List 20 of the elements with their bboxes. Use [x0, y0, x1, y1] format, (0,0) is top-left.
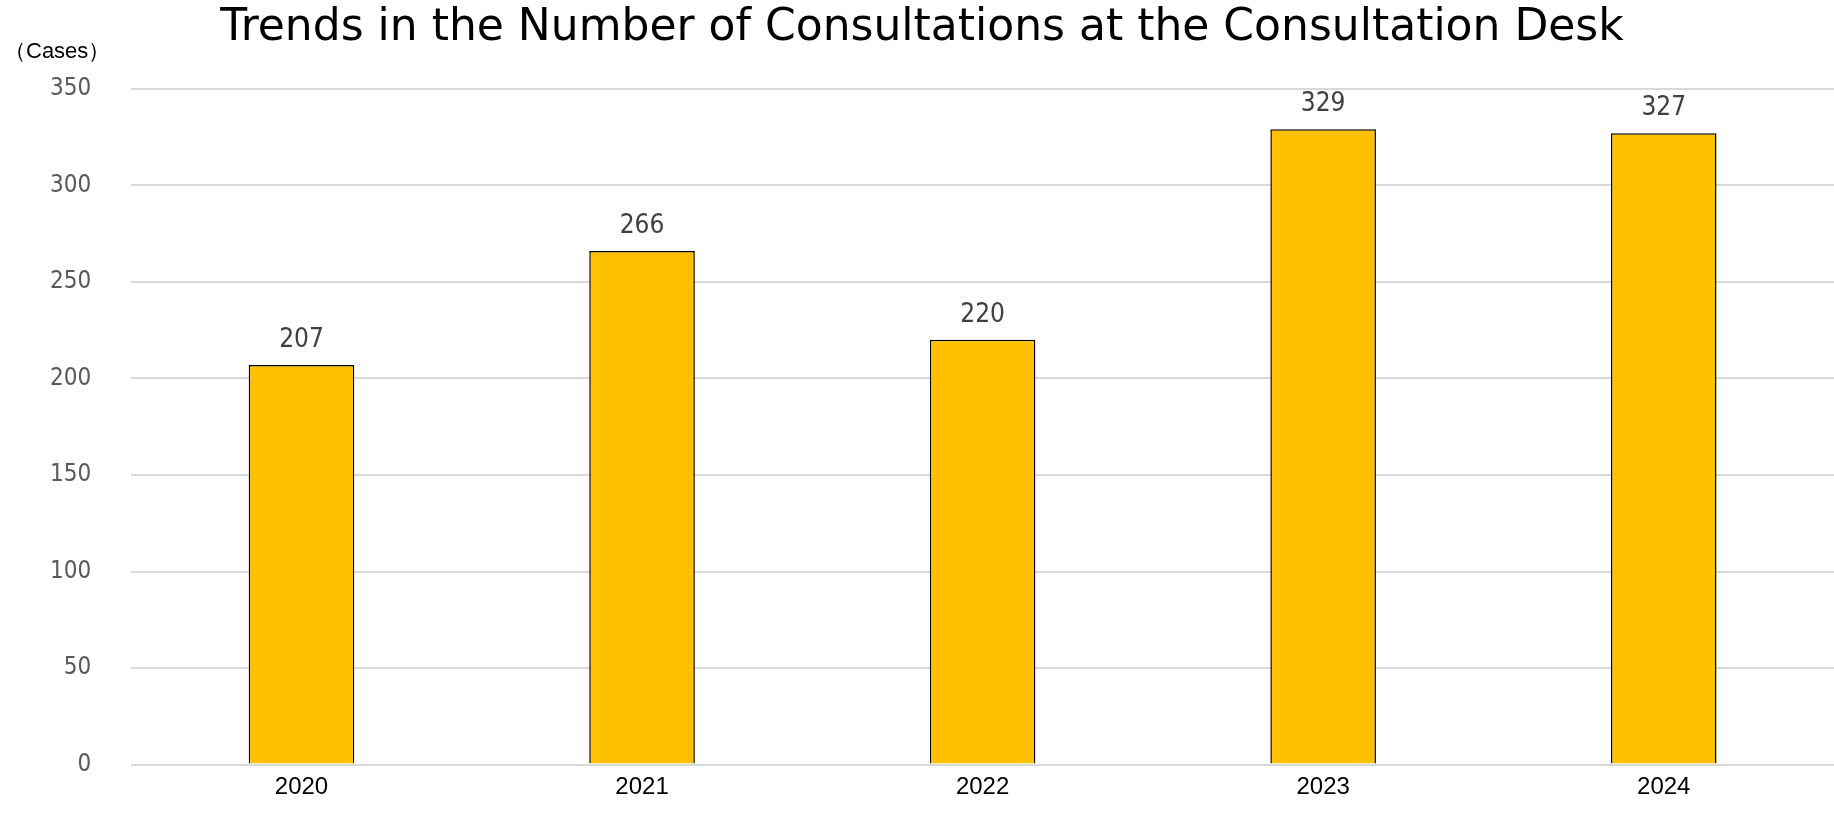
y-tick-label: 150	[50, 459, 92, 488]
y-tick-label: 350	[50, 73, 92, 102]
data-label: 266	[619, 208, 665, 239]
data-label: 329	[1300, 87, 1346, 118]
data-label: 327	[1641, 90, 1687, 121]
y-tick-label: 100	[50, 555, 92, 584]
x-tick-label: 2024	[1637, 771, 1691, 799]
y-tick-label: 0	[77, 748, 92, 777]
x-tick-label: 2020	[274, 771, 329, 799]
y-tick-label: 300	[50, 169, 92, 198]
data-label: 207	[279, 322, 324, 353]
x-tick-label: 2022	[955, 771, 1010, 799]
data-label: 220	[960, 297, 1005, 328]
y-tick-label: 250	[50, 266, 92, 295]
x-tick-label: 2021	[615, 771, 669, 799]
y-axis-title: （Cases）	[4, 38, 111, 64]
x-tick-label: 2023	[1296, 771, 1350, 799]
chart-title: Trends in the Number of Consultations at the Consultation Desk	[219, 0, 1625, 50]
y-tick-label: 200	[50, 362, 92, 391]
y-tick-label: 50	[63, 652, 92, 681]
